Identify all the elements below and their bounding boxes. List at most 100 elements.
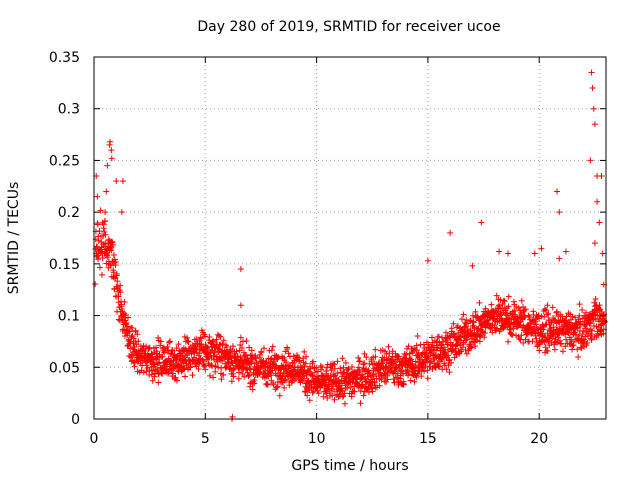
- data-point: [345, 365, 352, 372]
- data-point: [156, 359, 163, 366]
- data-point: [107, 261, 114, 268]
- data-point: [596, 302, 603, 309]
- data-point: [360, 392, 367, 399]
- data-point: [256, 369, 263, 376]
- data-point: [326, 381, 333, 388]
- data-point: [588, 69, 595, 76]
- data-point: [363, 354, 370, 361]
- data-point: [357, 400, 364, 407]
- data-point: [237, 334, 244, 341]
- data-point: [552, 338, 559, 345]
- data-point: [592, 315, 599, 322]
- data-point: [476, 299, 483, 306]
- data-point: [516, 336, 523, 343]
- data-point: [354, 372, 361, 379]
- data-point: [110, 269, 117, 276]
- data-point: [411, 378, 418, 385]
- data-point: [364, 386, 371, 393]
- data-point: [202, 333, 209, 340]
- data-point: [243, 338, 250, 344]
- data-point: [132, 327, 139, 334]
- data-point: [155, 379, 162, 386]
- data-point: [376, 382, 383, 389]
- data-point: [383, 350, 390, 357]
- data-point: [119, 178, 126, 185]
- data-point: [249, 386, 256, 393]
- data-point: [400, 370, 407, 377]
- data-point: [470, 319, 477, 326]
- data-point: [253, 359, 260, 366]
- data-point: [423, 349, 430, 356]
- data-point: [508, 331, 515, 338]
- data-point: [220, 371, 227, 378]
- data-point: [198, 335, 205, 342]
- data-point: [151, 361, 158, 368]
- data-point: [482, 330, 489, 337]
- data-point: [424, 367, 431, 374]
- data-point: [241, 373, 248, 380]
- data-point: [556, 209, 563, 216]
- data-point: [102, 240, 109, 247]
- data-point: [501, 298, 508, 305]
- data-point: [315, 377, 322, 384]
- data-point: [531, 250, 538, 257]
- data-point: [115, 293, 122, 300]
- data-point: [362, 365, 369, 372]
- data-point: [159, 353, 166, 360]
- data-point: [263, 359, 270, 366]
- data-point: [405, 343, 412, 350]
- data-point: [173, 377, 180, 384]
- data-point: [268, 372, 275, 379]
- data-point: [453, 324, 460, 331]
- y-axis-label: SRMTID / TECUs: [6, 182, 22, 295]
- data-point: [230, 373, 237, 380]
- data-point: [215, 332, 222, 339]
- data-point: [340, 392, 347, 399]
- data-point: [299, 364, 306, 371]
- data-point: [397, 367, 404, 374]
- data-point: [596, 219, 603, 226]
- data-point: [588, 327, 595, 334]
- data-point: [195, 365, 202, 372]
- data-point: [597, 327, 604, 334]
- data-point: [331, 396, 338, 403]
- data-point: [443, 337, 450, 344]
- data-point: [118, 209, 125, 216]
- data-point: [460, 311, 467, 318]
- data-point: [202, 366, 209, 373]
- data-point: [212, 368, 219, 375]
- data-point: [456, 349, 463, 356]
- x-tick-label: 15: [419, 431, 437, 447]
- data-point: [184, 338, 191, 345]
- data-point: [476, 315, 483, 322]
- data-point: [301, 363, 308, 370]
- data-point: [134, 331, 141, 338]
- data-point: [113, 178, 120, 185]
- data-point: [463, 336, 470, 343]
- data-point: [273, 384, 280, 391]
- data-point: [558, 341, 565, 348]
- data-point: [520, 339, 527, 346]
- data-point: [562, 317, 569, 324]
- data-point: [385, 343, 392, 350]
- data-point: [296, 357, 303, 364]
- data-point: [351, 388, 358, 395]
- data-point: [313, 364, 320, 371]
- data-point: [236, 369, 243, 376]
- data-point: [286, 362, 293, 369]
- data-point: [155, 334, 162, 341]
- data-point: [107, 262, 114, 269]
- data-point: [424, 375, 431, 382]
- data-point: [594, 198, 601, 205]
- data-point: [131, 363, 138, 370]
- data-point: [311, 369, 318, 376]
- data-point: [309, 372, 316, 379]
- data-point: [488, 301, 495, 308]
- grid: [94, 57, 606, 419]
- data-point: [219, 357, 226, 364]
- data-point: [587, 157, 594, 164]
- data-point: [209, 337, 216, 344]
- data-point: [518, 332, 525, 339]
- data-point: [591, 121, 598, 128]
